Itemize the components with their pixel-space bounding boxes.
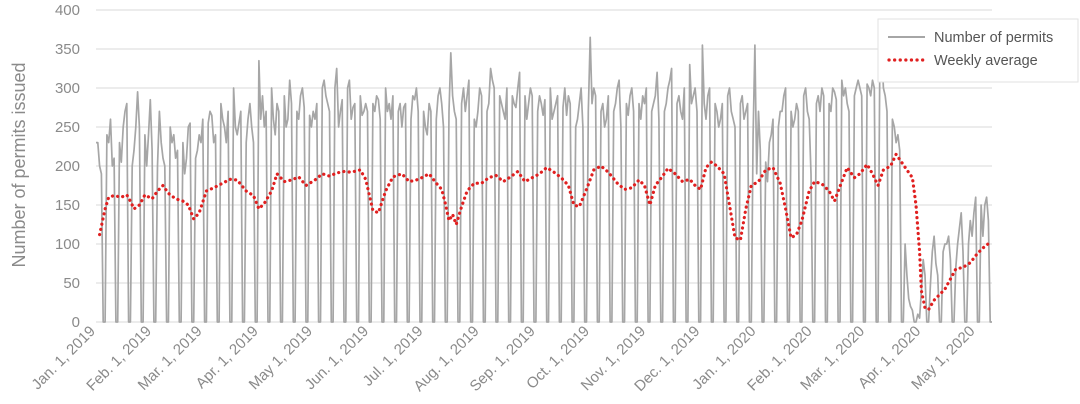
y-tick-label-100: 100 xyxy=(55,236,80,253)
y-axis-label: Number of permits issued xyxy=(9,62,29,267)
y-tick-label-200: 200 xyxy=(55,158,80,175)
series-number-of-permits xyxy=(96,36,992,323)
legend: Number of permits Weekly average xyxy=(877,18,1079,83)
legend-box xyxy=(877,18,1079,83)
y-axis-ticks: 0 50 100 150 200 250 300 350 400 xyxy=(55,2,80,331)
y-tick-label-400: 400 xyxy=(55,2,80,19)
series-weekly-average xyxy=(98,151,992,312)
y-tick-label-350: 350 xyxy=(55,41,80,58)
y-tick-label-150: 150 xyxy=(55,197,80,214)
y-tick-label-300: 300 xyxy=(55,80,80,97)
y-tick-label-50: 50 xyxy=(63,275,80,292)
gridlines xyxy=(96,9,992,323)
legend-label-permits: Number of permits xyxy=(934,30,1053,46)
legend-label-weekly: Weekly average xyxy=(934,53,1038,69)
y-tick-label-250: 250 xyxy=(55,119,80,136)
y-tick-label-0: 0 xyxy=(72,314,80,331)
series-layer xyxy=(96,36,992,323)
